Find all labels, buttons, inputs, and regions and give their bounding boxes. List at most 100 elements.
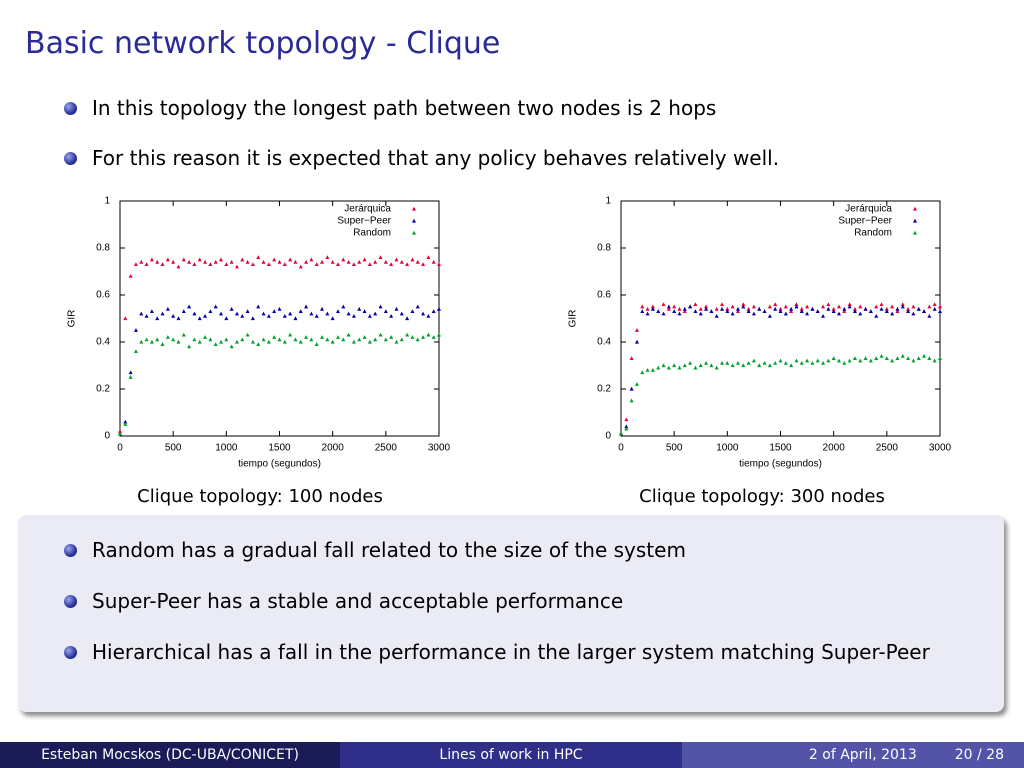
y-tick-label: 0.4 — [96, 337, 110, 348]
point — [298, 264, 303, 269]
point — [815, 309, 820, 314]
point — [629, 398, 634, 403]
point — [304, 335, 309, 339]
legend-marker — [913, 230, 917, 235]
point — [176, 264, 181, 269]
point — [821, 360, 826, 365]
point — [874, 304, 879, 309]
chart: 0 500 1000 1500 2000 2500 3000 0 0.2 0.4 0.6 0.8 1 ti… — [67, 196, 451, 470]
point — [725, 306, 730, 311]
point — [426, 255, 431, 259]
point — [720, 306, 725, 311]
point — [661, 311, 666, 316]
point — [282, 339, 287, 344]
point — [693, 302, 698, 306]
x-tick-label: 2000 — [322, 443, 345, 454]
point — [746, 360, 751, 365]
point — [203, 335, 208, 339]
point — [906, 356, 911, 361]
point — [895, 306, 900, 311]
point — [789, 306, 794, 311]
point — [288, 332, 293, 337]
point — [900, 302, 905, 306]
footer-talk: Lines of work in HPC — [340, 742, 682, 768]
y-tick-label: 0.8 — [597, 243, 611, 254]
point — [219, 311, 224, 316]
point — [139, 259, 144, 264]
point — [932, 302, 937, 306]
point — [293, 316, 298, 321]
point — [656, 365, 661, 370]
point — [288, 257, 293, 262]
y-tick-label: 0.6 — [597, 290, 611, 301]
point — [335, 309, 340, 314]
point — [666, 306, 671, 311]
point — [389, 335, 394, 339]
point — [309, 257, 314, 262]
point — [720, 360, 725, 365]
point — [298, 339, 303, 344]
legend-label: Super−Peer — [337, 216, 391, 227]
y-tick-label: 0.4 — [597, 337, 611, 348]
point — [751, 358, 756, 363]
point — [863, 306, 868, 311]
point — [751, 311, 756, 316]
point — [730, 304, 735, 309]
x-tick-label: 0 — [117, 443, 123, 454]
point — [245, 332, 250, 337]
point — [890, 358, 895, 363]
point — [826, 358, 831, 363]
point — [900, 304, 905, 309]
point — [783, 360, 788, 365]
point — [852, 309, 857, 314]
legend-label: Jerárquica — [845, 204, 892, 215]
point — [219, 257, 224, 262]
point — [645, 368, 650, 372]
x-tick-label: 1000 — [716, 443, 739, 454]
point — [704, 306, 709, 311]
footer-right: 2 of April, 2013 20 / 28 — [682, 742, 1024, 768]
legend-label: Super−Peer — [838, 216, 892, 227]
point — [165, 306, 170, 311]
point — [735, 306, 740, 311]
legend-marker — [913, 206, 917, 211]
x-tick-label: 3000 — [428, 443, 451, 454]
point — [192, 337, 197, 342]
point — [858, 358, 863, 363]
point — [794, 302, 799, 306]
point — [277, 337, 282, 342]
point — [874, 313, 879, 318]
point — [762, 309, 767, 314]
bullet-text: Hierarchical has a fall in the performan… — [92, 640, 930, 664]
point — [431, 335, 436, 339]
point — [805, 358, 810, 363]
point — [799, 306, 804, 311]
point — [309, 311, 314, 316]
point — [383, 309, 388, 314]
point — [357, 306, 362, 311]
point — [773, 302, 778, 306]
point — [181, 332, 186, 337]
point — [144, 337, 149, 342]
point — [884, 356, 889, 361]
point — [192, 311, 197, 316]
point — [415, 337, 420, 342]
point — [197, 257, 202, 262]
y-tick-label: 0.2 — [96, 384, 110, 395]
point — [362, 335, 367, 339]
point — [437, 262, 441, 267]
point — [383, 337, 388, 342]
point — [277, 306, 282, 311]
point — [335, 262, 340, 267]
bullet-icon — [64, 152, 77, 165]
point — [836, 311, 841, 316]
point — [842, 309, 847, 314]
point — [682, 363, 687, 368]
point — [650, 368, 655, 372]
point — [783, 304, 788, 309]
point — [155, 259, 160, 264]
point — [373, 259, 378, 264]
point — [831, 306, 836, 311]
point — [421, 311, 426, 316]
point — [431, 259, 436, 264]
